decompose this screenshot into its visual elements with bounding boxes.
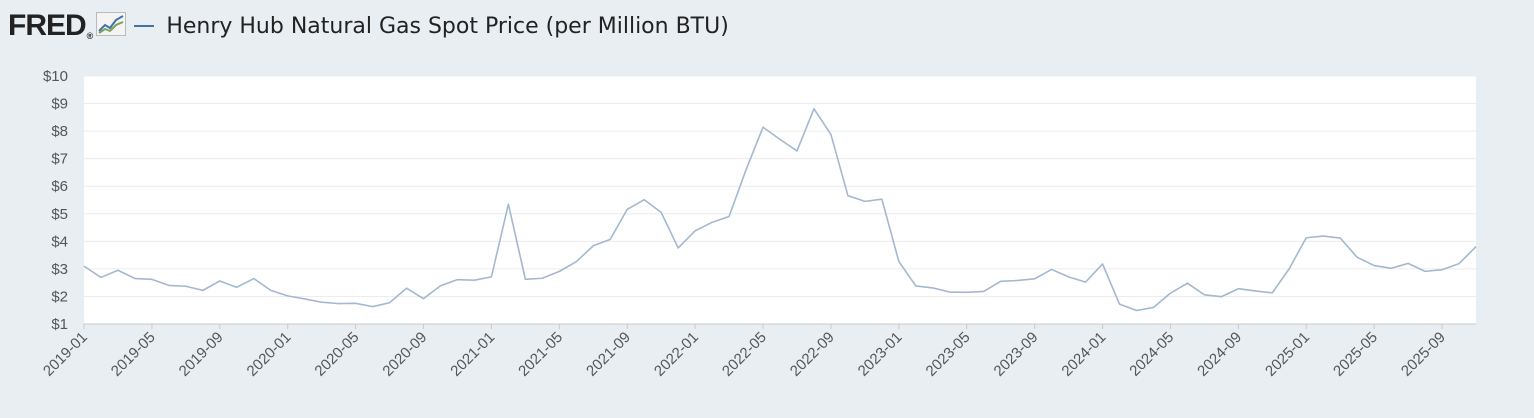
x-tick-label: 2024-09 [1194,329,1245,380]
x-tick-label: 2020-09 [379,329,430,380]
y-tick-label: $9 [51,96,68,113]
y-tick-label: $3 [51,261,68,278]
x-tick-label: 2022-05 [719,329,770,380]
x-tick-label: 2019-05 [108,329,159,380]
y-tick-label: $7 [51,151,68,168]
y-tick-label: $4 [51,233,68,250]
x-tick-label: 2023-01 [855,329,906,380]
x-tick-label: 2021-05 [515,329,566,380]
x-tick-label: 2021-09 [583,329,634,380]
y-tick-label: $2 [51,288,68,305]
x-tick-label: 2025-09 [1398,329,1449,380]
x-axis-ticks: 2019-01 2019-05 2019-09 2020-01 2020-05 2020-… [40,324,1449,380]
x-tick-label: 2022-09 [787,329,838,380]
x-tick-label: 2024-05 [1126,329,1177,380]
x-tick-label: 2025-01 [1262,329,1313,380]
y-tick-label: $5 [51,206,68,223]
y-tick-label: $6 [51,178,68,195]
x-tick-label: 2023-05 [923,329,974,380]
x-tick-label: 2020-05 [311,329,362,380]
x-tick-label: 2022-01 [651,329,702,380]
plot-area [84,76,1476,324]
x-tick-label: 2019-09 [176,329,227,380]
fred-logo-text: FRED [8,9,87,42]
fred-logo[interactable]: FRED® [8,9,94,42]
gridlines [84,75,1476,297]
y-axis-ticks: $1 $2 $3 $4 $5 $6 $7 $8 $9 $10 [43,68,68,333]
x-tick-label: 2020-01 [244,329,295,380]
x-tick-label: 2021-01 [447,329,498,380]
x-tick-label: 2024-01 [1058,329,1109,380]
line-chart-icon [96,11,127,41]
y-tick-label: $8 [51,123,68,140]
x-tick-label: 2019-01 [40,329,91,380]
y-tick-label: $1 [51,316,68,333]
x-tick-label: 2025-05 [1330,329,1381,380]
legend-swatch [134,25,155,27]
chart-header: FRED® Henry Hub Natural Gas Spot Price (… [8,6,729,46]
series-line [83,107,1477,312]
registered-mark: ® [86,31,94,41]
series-title: Henry Hub Natural Gas Spot Price (per Mi… [166,13,729,39]
y-tick-label: $10 [43,68,68,85]
x-tick-label: 2023-09 [991,329,1042,380]
